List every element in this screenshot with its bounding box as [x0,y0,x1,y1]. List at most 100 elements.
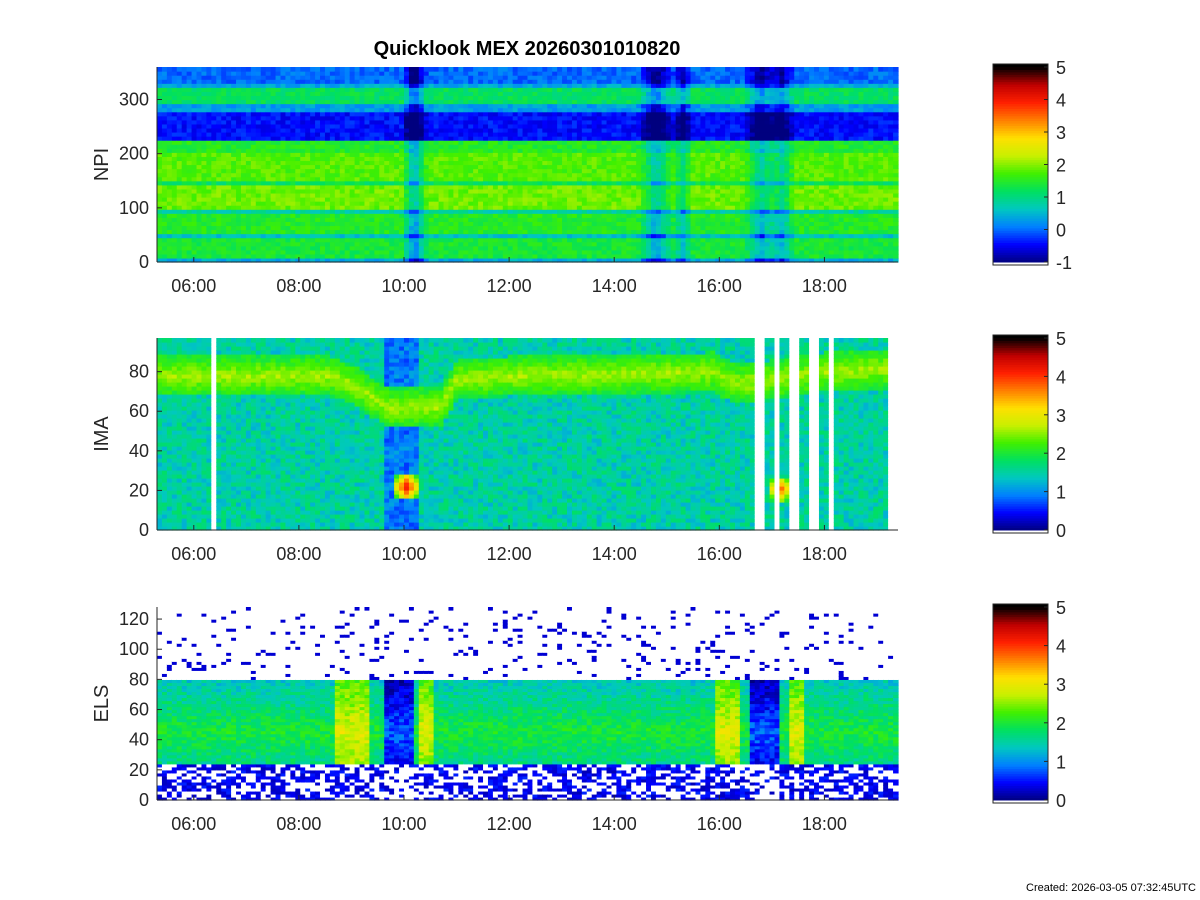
heatmap-cell [611,104,617,109]
heatmap-cell [419,152,425,157]
heatmap-cell [325,152,331,157]
heatmap-cell [315,177,321,182]
heatmap-cell [488,242,494,247]
heatmap-cell [557,116,563,121]
heatmap-cell [528,156,534,161]
heatmap-cell [592,79,598,84]
heatmap-cell [201,230,207,235]
heatmap-cell [216,230,222,235]
heatmap-cell [226,112,232,117]
heatmap-cell [266,173,272,178]
heatmap-cell [542,108,548,113]
heatmap-cell [493,71,499,76]
heatmap-cell [241,91,247,96]
heatmap-cell [552,136,558,141]
heatmap-cell [621,160,627,165]
heatmap-cell [167,95,173,100]
heatmap-cell [572,100,578,105]
heatmap-cell [429,230,435,235]
heatmap-cell [631,112,637,117]
heatmap-cell [641,246,647,251]
heatmap-cell [582,112,588,117]
heatmap-cell [241,79,247,84]
heatmap-cell [374,87,380,92]
heatmap-cell [597,67,603,72]
heatmap-cell [463,108,469,113]
heatmap-cell [364,108,370,113]
heatmap-cell [577,250,583,255]
heatmap-cell [503,238,509,243]
heatmap-cell [290,246,296,251]
heatmap-cell [488,95,494,100]
heatmap-cell [340,181,346,186]
heatmap-cell [528,209,534,214]
heatmap-cell [557,95,563,100]
heatmap-cell [256,189,262,194]
heatmap-cell [439,124,445,129]
heatmap-cell [508,238,514,243]
heatmap-cell [493,205,499,210]
heatmap-cell [399,124,405,129]
heatmap-cell [335,254,341,259]
heatmap-cell [626,156,632,161]
heatmap-cell [498,156,504,161]
heatmap-cell [364,193,370,198]
heatmap-cell [369,112,375,117]
heatmap-cell [300,83,306,88]
heatmap-cell [330,193,336,198]
heatmap-cell [335,242,341,247]
heatmap-cell [448,173,454,178]
heatmap-cell [226,67,232,72]
heatmap-cell [162,67,168,72]
heatmap-cell [261,120,267,125]
heatmap-cell [552,201,558,206]
heatmap-cell [226,225,232,230]
heatmap-cell [557,246,563,251]
heatmap-cell [656,91,662,96]
heatmap-cell [631,91,637,96]
heatmap-cell [315,140,321,145]
heatmap-cell [399,250,405,255]
heatmap-cell [483,148,489,153]
heatmap-cell [518,116,524,121]
heatmap-cell [448,221,454,226]
heatmap-cell [508,95,514,100]
heatmap-cell [448,217,454,222]
heatmap-cell [468,132,474,137]
heatmap-cell [641,242,647,247]
heatmap-cell [236,189,242,194]
heatmap-cell [611,140,617,145]
heatmap-cell [350,144,356,149]
heatmap-cell [439,193,445,198]
heatmap-cell [246,189,252,194]
heatmap-cell [236,100,242,105]
heatmap-cell [631,140,637,145]
heatmap-cell [651,100,657,105]
heatmap-cell [458,112,464,117]
heatmap-cell [350,173,356,178]
heatmap-cell [434,67,440,72]
heatmap-cell [310,221,316,226]
heatmap-cell [532,201,538,206]
heatmap-cell [355,116,361,121]
heatmap-cell [439,246,445,251]
heatmap-cell [547,156,553,161]
heatmap-cell [157,169,163,174]
heatmap-cell [266,181,272,186]
heatmap-cell [261,148,267,153]
heatmap-cell [651,254,657,259]
heatmap-cell [607,177,613,182]
heatmap-cell [157,242,163,247]
heatmap-cell [315,128,321,133]
heatmap-cell [285,177,291,182]
heatmap-cell [261,116,267,121]
heatmap-cell [374,254,380,259]
heatmap-cell [518,238,524,243]
heatmap-cell [211,225,217,230]
heatmap-cell [325,95,331,100]
heatmap-cell [577,205,583,210]
heatmap-cell [271,250,277,255]
heatmap-cell [325,197,331,202]
heatmap-cell [453,205,459,210]
heatmap-cell [641,152,647,157]
